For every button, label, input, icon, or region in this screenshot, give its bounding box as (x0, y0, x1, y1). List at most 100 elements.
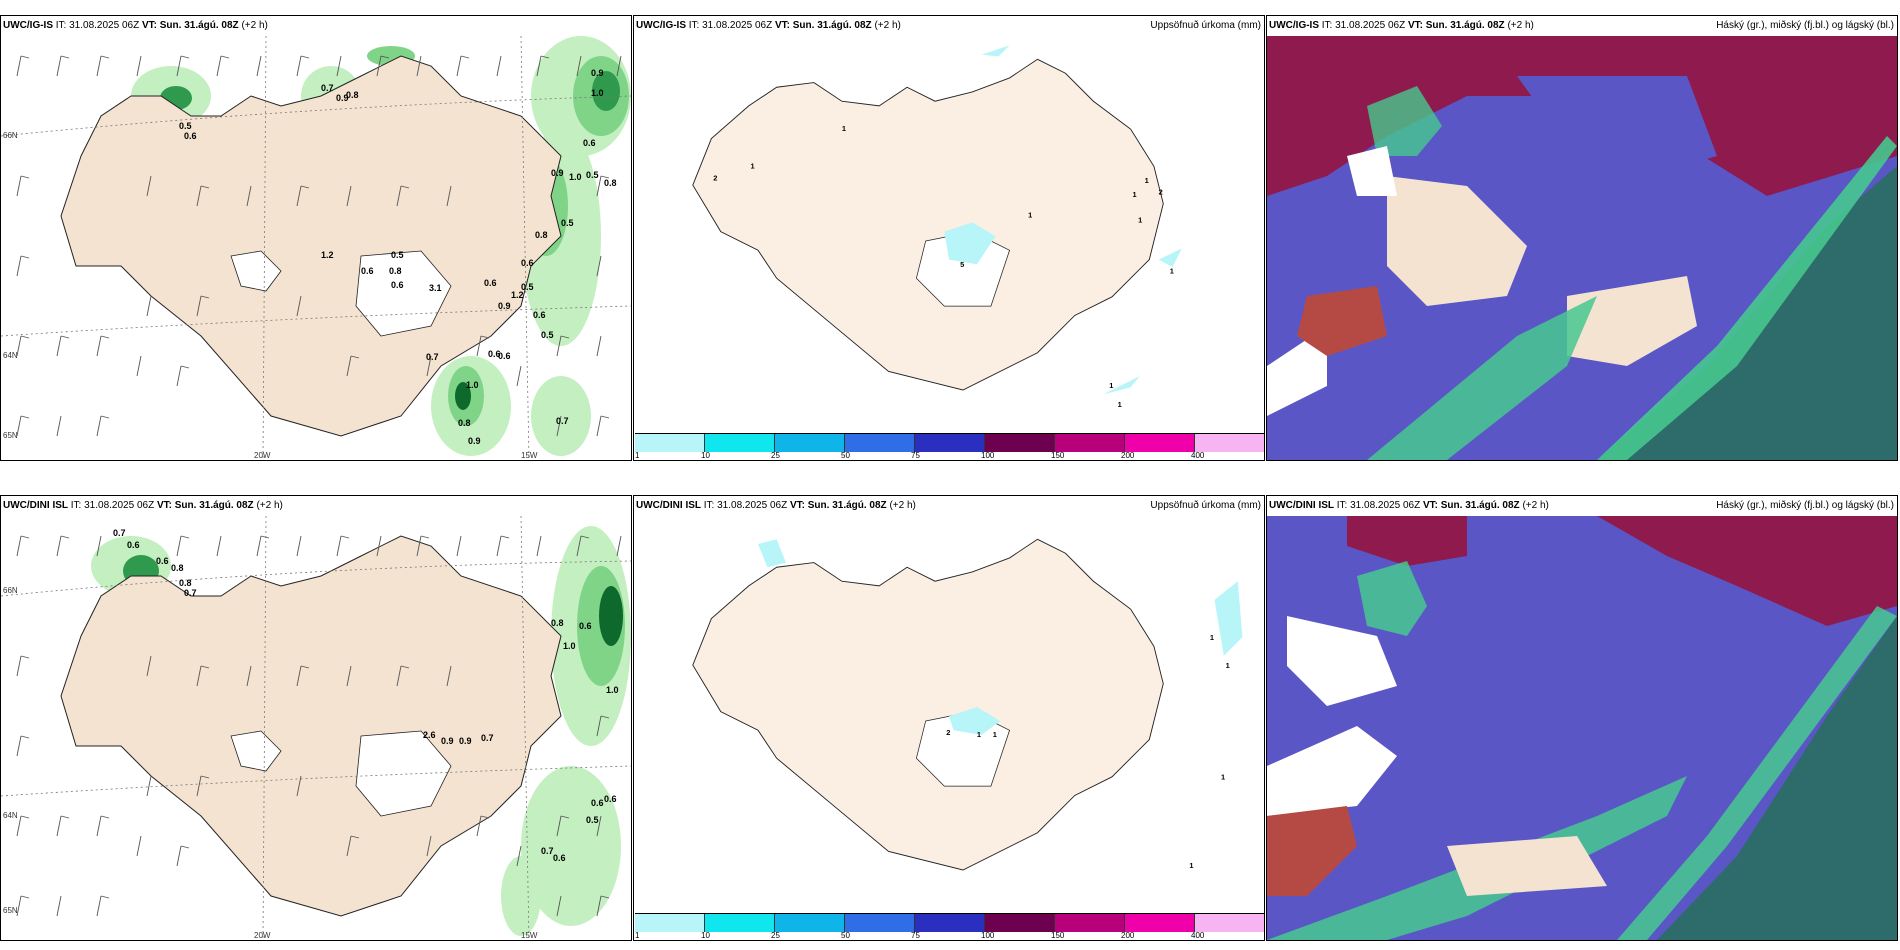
svg-text:1: 1 (1210, 633, 1214, 642)
colorbar-swatch (705, 434, 775, 452)
colorbar-swatch (775, 434, 845, 452)
axis-label-20w: 20W (254, 451, 271, 460)
svg-text:0.6: 0.6 (488, 349, 501, 359)
iceland-land (692, 58, 1164, 391)
colorbar-labels: 1 10 25 50 75 100 150 200 400 (635, 451, 1205, 460)
cloud-title: Háský (gr.), miðský (fj.bl.) og lágský (… (1716, 500, 1894, 511)
panel-wind-top: UWC/IG-IS IT: 31.08.2025 06Z VT: Sun. 31… (0, 15, 632, 461)
colorbar-swatch (1195, 434, 1264, 452)
panel-header: UWC/IG-IS IT: 31.08.2025 06Z VT: Sun. 31… (1267, 16, 1897, 36)
svg-text:0.7: 0.7 (481, 733, 494, 743)
iceland-land (60, 55, 562, 437)
svg-text:1: 1 (1118, 400, 1122, 409)
svg-text:0.6: 0.6 (583, 138, 596, 148)
colorbar-swatch (985, 914, 1055, 932)
svg-text:0.9: 0.9 (591, 68, 604, 78)
svg-text:2.6: 2.6 (423, 730, 436, 740)
panel-header: UWC/IG-IS IT: 31.08.2025 06Z VT: Sun. 31… (634, 16, 1264, 36)
colorbar-swatch (635, 914, 705, 932)
svg-text:0.5: 0.5 (561, 218, 574, 228)
panel-wind-bottom: UWC/DINI ISL IT: 31.08.2025 06Z VT: Sun.… (0, 495, 632, 941)
accumulated-precip-map: 1 1 1 1 2 1 1 (655, 516, 1243, 911)
cloud-cover-map (1267, 516, 1897, 940)
svg-text:2: 2 (713, 173, 717, 182)
svg-text:0.9: 0.9 (441, 736, 454, 746)
iceland-land (692, 538, 1164, 871)
svg-text:0.6: 0.6 (127, 540, 140, 550)
svg-text:1: 1 (1133, 190, 1137, 199)
svg-text:1.0: 1.0 (591, 88, 604, 98)
svg-text:0.6: 0.6 (553, 853, 566, 863)
axis-label-66n: 66N (3, 586, 18, 595)
svg-text:0.8: 0.8 (535, 230, 548, 240)
wind-barbs (16, 535, 622, 917)
axis-label-64n: 64N (3, 811, 18, 820)
iceland-land (60, 535, 562, 917)
colorbar-swatch (1195, 914, 1264, 932)
svg-text:0.5: 0.5 (541, 330, 554, 340)
colorbar-swatch (1055, 434, 1125, 452)
svg-text:0.8: 0.8 (389, 266, 402, 276)
panel-header: UWC/DINI ISL IT: 31.08.2025 06Z VT: Sun.… (634, 496, 1264, 516)
colorbar-swatch (635, 434, 705, 452)
svg-text:0.7: 0.7 (113, 528, 126, 538)
panel-header: UWC/IG-IS IT: 31.08.2025 06Z VT: Sun. 31… (1, 16, 631, 36)
svg-text:0.8: 0.8 (171, 563, 184, 573)
colorbar-swatch (1125, 434, 1195, 452)
svg-text:1: 1 (993, 730, 997, 739)
wind-precip-map: 0.7 0.6 0.6 0.8 0.8 0.7 0.8 0.6 1.0 1.0 … (1, 516, 631, 940)
graticule (1, 36, 631, 460)
svg-text:0.8: 0.8 (346, 90, 359, 100)
cloud-cover-map (1267, 36, 1897, 460)
svg-text:1: 1 (1189, 861, 1193, 870)
precip-title: Uppsöfnuð úrkoma (mm) (1150, 500, 1261, 511)
svg-text:0.6: 0.6 (604, 794, 617, 804)
colorbar-swatch (845, 434, 915, 452)
svg-text:0.9: 0.9 (459, 736, 472, 746)
colorbar-swatch (845, 914, 915, 932)
wind-barbs (16, 55, 622, 437)
svg-text:0.6: 0.6 (591, 798, 604, 808)
svg-text:0.9: 0.9 (498, 301, 511, 311)
svg-text:1.2: 1.2 (321, 250, 334, 260)
colorbar-swatch (705, 914, 775, 932)
svg-text:0.8: 0.8 (551, 618, 564, 628)
svg-text:2: 2 (1159, 187, 1163, 196)
svg-text:0.6: 0.6 (521, 258, 534, 268)
svg-text:0.6: 0.6 (484, 278, 497, 288)
svg-text:2: 2 (946, 728, 950, 737)
precip-value-labels: 0.7 0.6 0.6 0.8 0.8 0.7 0.8 0.6 1.0 1.0 … (113, 528, 619, 863)
svg-text:0.8: 0.8 (179, 578, 192, 588)
svg-text:0.6: 0.6 (184, 131, 197, 141)
colorbar-swatch (1055, 914, 1125, 932)
svg-text:1: 1 (1138, 215, 1142, 224)
svg-text:0.5: 0.5 (586, 170, 599, 180)
svg-text:1.0: 1.0 (569, 172, 582, 182)
graticule (1, 516, 631, 940)
svg-text:5: 5 (960, 260, 964, 269)
svg-text:0.9: 0.9 (551, 168, 564, 178)
axis-label-65n: 65N (3, 431, 18, 440)
svg-text:3.1: 3.1 (429, 283, 442, 293)
panel-cloud-top: UWC/IG-IS IT: 31.08.2025 06Z VT: Sun. 31… (1266, 15, 1898, 461)
axis-label-20w: 20W (254, 931, 271, 940)
colorbar-swatch (1125, 914, 1195, 932)
svg-text:1: 1 (751, 161, 755, 170)
colorbar-labels: 1 10 25 50 75 100 150 200 400 (635, 931, 1205, 940)
svg-text:0.6: 0.6 (156, 556, 169, 566)
svg-text:0.9: 0.9 (336, 93, 349, 103)
svg-text:0.6: 0.6 (579, 621, 592, 631)
svg-text:0.6: 0.6 (533, 310, 546, 320)
svg-text:1: 1 (1028, 211, 1032, 220)
colorbar-swatch (915, 914, 985, 932)
panel-header: UWC/DINI ISL IT: 31.08.2025 06Z VT: Sun.… (1, 496, 631, 516)
svg-text:0.7: 0.7 (556, 416, 569, 426)
panel-precip-top: UWC/IG-IS IT: 31.08.2025 06Z VT: Sun. 31… (633, 15, 1265, 461)
svg-text:1: 1 (977, 730, 981, 739)
svg-text:0.8: 0.8 (604, 178, 617, 188)
svg-text:1: 1 (1145, 176, 1149, 185)
svg-text:1.0: 1.0 (466, 380, 479, 390)
precip-title: Uppsöfnuð úrkoma (mm) (1150, 20, 1261, 31)
precip-colorbar (635, 913, 1264, 932)
precip-value-labels: 1 1 2 1 1 1 2 1 1 1 1 5 (713, 124, 1174, 409)
